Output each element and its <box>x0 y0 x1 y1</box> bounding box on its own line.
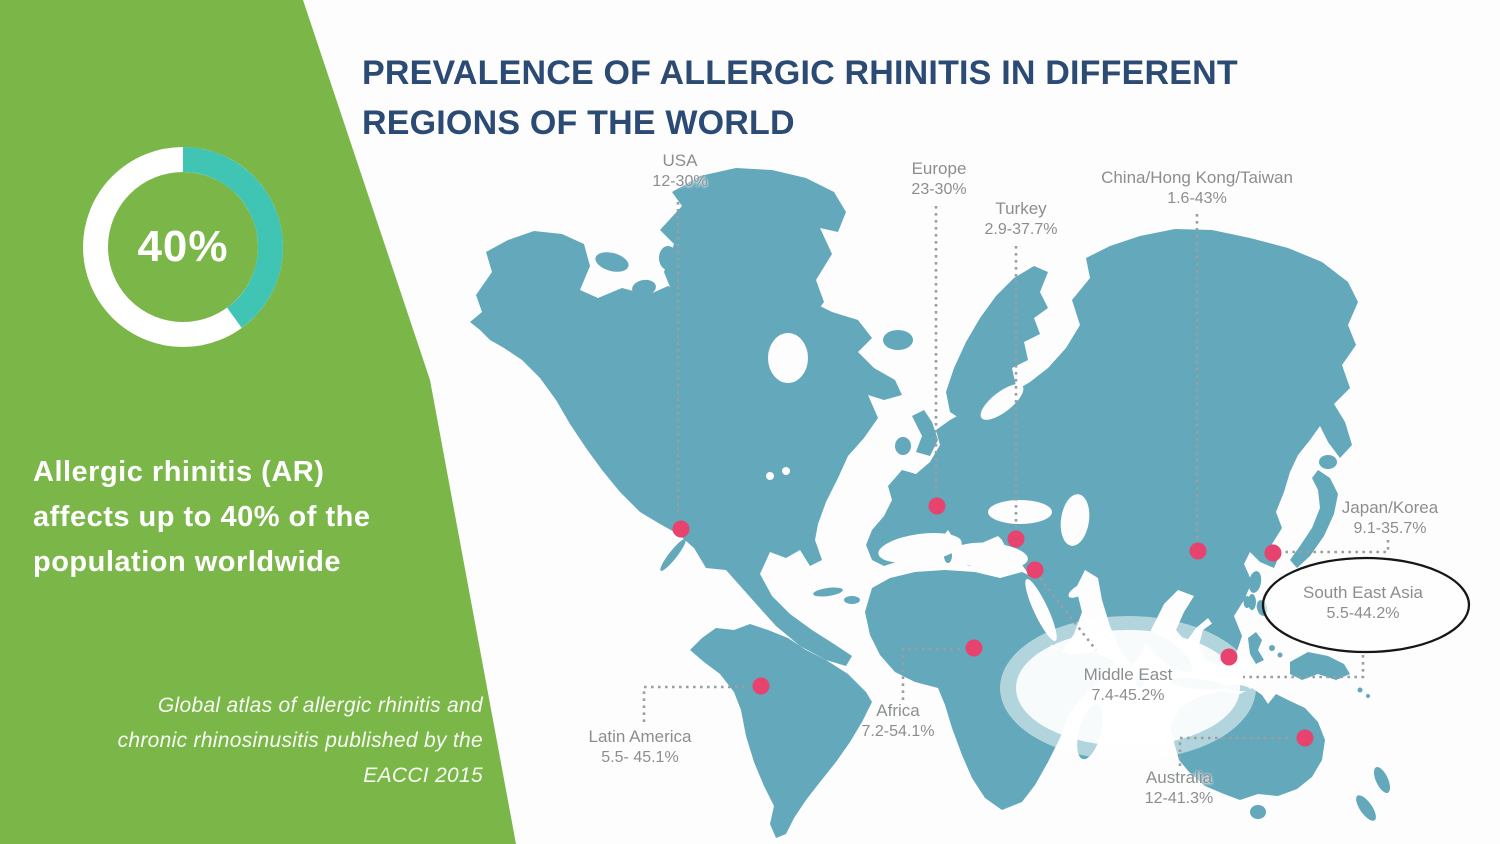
landmass-solomons <box>1357 687 1363 693</box>
map-marker-dot-australia <box>1296 729 1314 747</box>
leader-line-africa <box>901 647 962 700</box>
source-citation: Global atlas of allergic rhinitis and ch… <box>18 688 483 793</box>
landmass-iceland <box>883 330 913 350</box>
landmass-new-guinea <box>1290 652 1350 680</box>
headline-statement: Allergic rhinitis (AR) affects up to 40%… <box>33 450 473 585</box>
landmass-philippines <box>1248 571 1262 593</box>
citation-line: EACCI 2015 <box>363 764 483 787</box>
sea-red <box>1025 579 1057 641</box>
leader-line-latin-america <box>642 685 748 722</box>
map-marker-dot-usa <box>672 520 690 538</box>
landmass-taiwan <box>1248 594 1256 610</box>
map-marker-dot-turkey <box>1007 530 1025 548</box>
landmass-scandinavia <box>946 266 1048 420</box>
citation-line: Global atlas of allergic rhinitis and <box>157 694 483 717</box>
page-title-line1: PREVALENCE OF ALLERGIC RHINITIS IN DIFFE… <box>362 54 1238 92</box>
arctic-island-icon <box>659 246 677 270</box>
map-marker-dot-south-east-asia <box>1220 648 1238 666</box>
lake-great-lakes <box>782 467 790 475</box>
landmass-japan <box>1290 470 1338 568</box>
donut-percentage-label: 40% <box>137 222 229 271</box>
arctic-island-icon <box>632 279 656 297</box>
map-marker-dot-middle-east <box>1026 561 1044 579</box>
arctic-island-icon <box>595 252 629 272</box>
landmass-south-america <box>690 624 872 838</box>
lake-great-lakes <box>766 472 774 480</box>
headline-line: population worldwide <box>33 546 342 578</box>
landmass-hispaniola <box>844 596 860 604</box>
page-title: PREVALENCE OF ALLERGIC RHINITIS IN DIFFE… <box>362 48 1372 148</box>
leader-line-australia <box>1178 736 1292 766</box>
map-marker-dot-africa <box>965 639 983 657</box>
arctic-island-icon <box>688 272 712 304</box>
sea-mediterranean-west <box>878 532 962 564</box>
citation-line: chronic rhinosinusitis published by the <box>117 729 483 752</box>
leader-line-middle-east <box>1038 577 1098 651</box>
landmass-philippines <box>1243 596 1251 608</box>
donut-arc-segment <box>182 147 283 328</box>
landmass-new-zealand <box>1356 795 1376 821</box>
landmass-cuba <box>813 587 843 597</box>
landmass-sakhalin <box>1299 402 1313 446</box>
landmass-africa <box>865 570 1115 810</box>
headline-line: Allergic rhinitis (AR) <box>33 456 325 488</box>
landmass-baja <box>660 539 686 571</box>
landmass-moluccas <box>1277 652 1283 658</box>
leader-line-south-east-asia <box>1243 655 1365 679</box>
sea-caspian <box>1060 494 1090 546</box>
south-east-asia-circle-annotation <box>1261 556 1471 654</box>
page-title-line2: REGIONS OF THE WORLD <box>362 104 795 142</box>
map-marker-dot-latin-america <box>752 677 770 695</box>
landmass-eurasia <box>866 229 1358 666</box>
map-marker-dot-china-hong-kong-taiwan <box>1189 542 1207 560</box>
landmass-tasmania <box>1250 805 1266 819</box>
map-annotations <box>642 202 1390 766</box>
landmass-greenland <box>660 168 846 342</box>
middle-east-highlight-ellipse <box>1016 630 1240 746</box>
map-marker-dot-japan-korea <box>1264 544 1282 562</box>
sea-black <box>988 500 1052 524</box>
map-marker-dot-europe <box>928 497 946 515</box>
sea-baltic <box>980 384 1024 420</box>
landmass-uk <box>912 410 938 456</box>
donut-chart <box>83 147 283 347</box>
landmass-ireland <box>895 437 911 455</box>
headline-line: affects up to 40% of the <box>33 501 371 533</box>
landmass-sulawesi <box>1248 632 1264 664</box>
sea-persian-gulf <box>1068 582 1092 598</box>
landmass-solomons <box>1366 694 1370 698</box>
sea-mediterranean-east <box>952 542 1028 570</box>
sea-hudson-bay <box>768 333 808 383</box>
landmass-new-zealand <box>1373 767 1391 793</box>
landmass-moluccas <box>1269 645 1275 651</box>
landmass-hokkaido <box>1319 455 1337 469</box>
